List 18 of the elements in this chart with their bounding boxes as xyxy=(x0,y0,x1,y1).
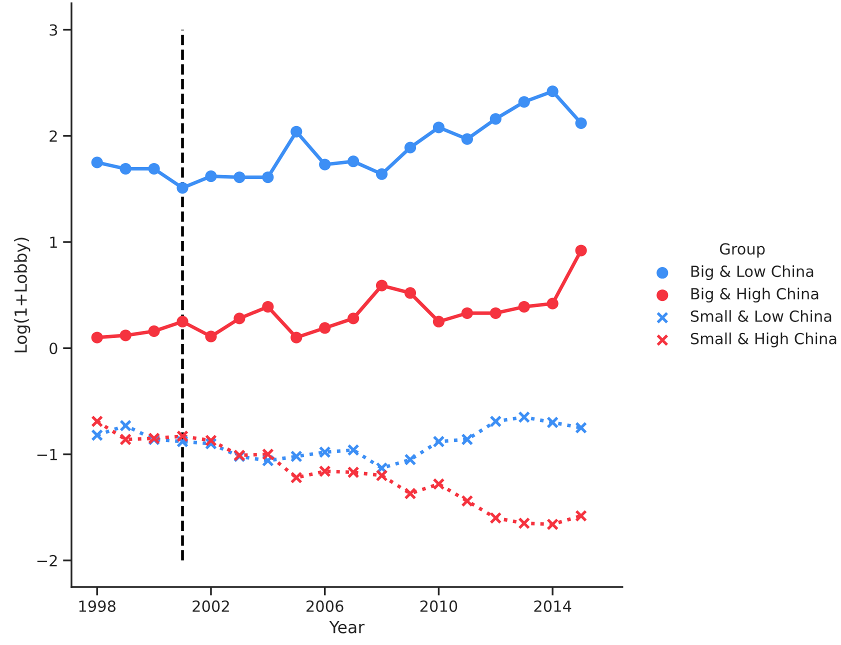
x-tick-label: 2006 xyxy=(306,600,344,612)
legend-title: Group xyxy=(720,243,765,258)
y-tick-label: 1 xyxy=(50,236,57,248)
y-axis-title: Log(1+Lobby) xyxy=(14,238,30,352)
y-tick-label: 2 xyxy=(50,130,57,142)
y-tick-label: 3 xyxy=(50,24,58,36)
x-tick-label: 2010 xyxy=(420,600,458,612)
legend-label: Small & Low China xyxy=(690,310,832,322)
legend-label: Big & Low China xyxy=(691,265,814,280)
y-tick-label: 0 xyxy=(50,342,58,354)
x-tick-label: 2002 xyxy=(192,600,229,612)
x-tick-label: 1998 xyxy=(79,600,116,612)
legend-label: Small & High China xyxy=(690,332,836,348)
y-tick-label: −2 xyxy=(37,554,57,566)
x-axis-title: Year xyxy=(329,621,365,634)
legend-label: Big & High China xyxy=(691,288,818,302)
y-tick-label: −1 xyxy=(37,448,57,460)
x-tick-label: 2014 xyxy=(534,600,572,612)
